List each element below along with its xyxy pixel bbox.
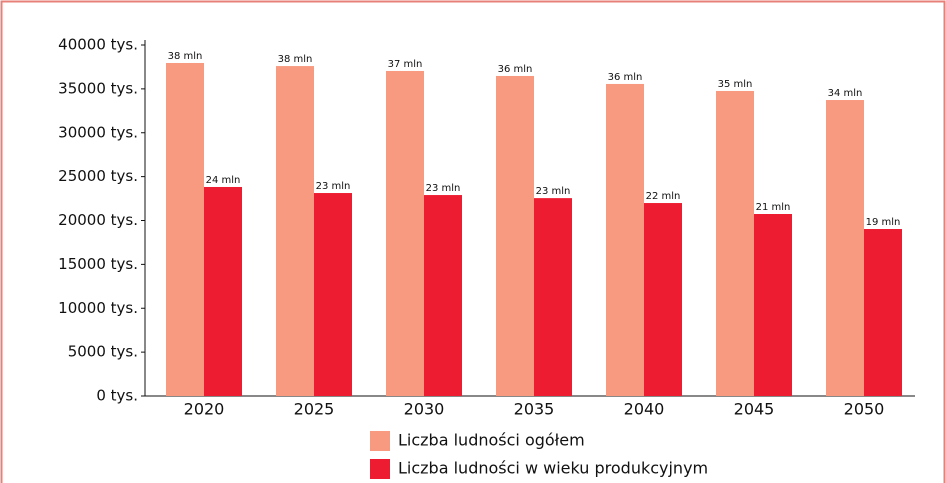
y-tick-label: 30000 tys. — [58, 123, 138, 141]
legend-label: Liczba ludności w wieku produkcyjnym — [398, 459, 708, 478]
value-label: 36 mln — [498, 64, 533, 75]
value-label: 38 mln — [278, 54, 313, 65]
bar — [276, 66, 314, 396]
bar — [204, 186, 242, 396]
y-tick-label: 25000 tys. — [58, 167, 138, 185]
bar — [826, 100, 864, 396]
bar — [496, 75, 534, 396]
bar — [716, 90, 754, 396]
x-tick-label: 2040 — [624, 400, 665, 419]
value-label: 23 mln — [426, 183, 461, 194]
value-label: 36 mln — [608, 72, 643, 83]
y-tick-label: 20000 tys. — [58, 211, 138, 229]
bar — [606, 83, 644, 396]
y-tick-label: 35000 tys. — [58, 79, 138, 97]
bar — [754, 214, 792, 396]
x-tick-label: 2050 — [844, 400, 885, 419]
bar — [864, 229, 902, 396]
x-tick-label: 2020 — [184, 400, 225, 419]
y-tick-label: 15000 tys. — [58, 255, 138, 273]
value-label: 24 mln — [206, 175, 241, 186]
y-tick-label: 5000 tys. — [68, 343, 138, 361]
bar — [644, 203, 682, 396]
bar — [386, 70, 424, 396]
legend-swatch — [370, 459, 390, 479]
value-label: 38 mln — [168, 51, 203, 62]
x-tick-label: 2045 — [734, 400, 775, 419]
x-tick-label: 2030 — [404, 400, 445, 419]
x-tick-label: 2025 — [294, 400, 335, 419]
value-label: 23 mln — [316, 181, 351, 192]
value-label: 22 mln — [646, 191, 681, 202]
x-tick-label: 2035 — [514, 400, 555, 419]
legend-swatch — [370, 431, 390, 451]
value-label: 37 mln — [388, 59, 423, 70]
value-label: 23 mln — [536, 186, 571, 197]
value-label: 34 mln — [828, 88, 863, 99]
bar — [534, 198, 572, 396]
bar — [424, 195, 462, 396]
bar — [314, 193, 352, 396]
value-label: 35 mln — [718, 79, 753, 90]
y-tick-label: 40000 tys. — [58, 36, 138, 54]
y-tick-label: 10000 tys. — [58, 299, 138, 317]
y-tick-label: 0 tys. — [96, 387, 138, 405]
legend-label: Liczba ludności ogółem — [398, 431, 585, 450]
value-label: 21 mln — [756, 202, 791, 213]
value-label: 19 mln — [866, 217, 901, 228]
bar — [166, 62, 204, 397]
